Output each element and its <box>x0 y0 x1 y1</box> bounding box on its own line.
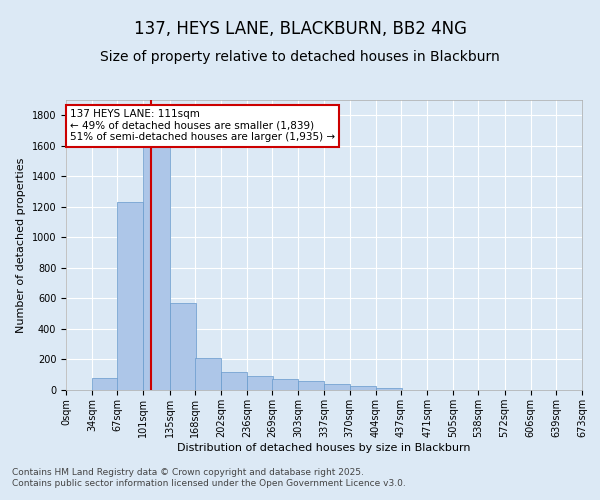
Bar <box>143 130 170 390</box>
Bar <box>195 358 221 390</box>
X-axis label: Distribution of detached houses by size in Blackburn: Distribution of detached houses by size … <box>177 442 471 452</box>
Bar <box>325 384 350 390</box>
Text: Size of property relative to detached houses in Blackburn: Size of property relative to detached ho… <box>100 50 500 64</box>
Bar <box>170 303 196 390</box>
Y-axis label: Number of detached properties: Number of detached properties <box>16 158 26 332</box>
Bar <box>376 388 402 390</box>
Text: 137, HEYS LANE, BLACKBURN, BB2 4NG: 137, HEYS LANE, BLACKBURN, BB2 4NG <box>133 20 467 38</box>
Bar <box>272 378 298 390</box>
Text: Contains HM Land Registry data © Crown copyright and database right 2025.
Contai: Contains HM Land Registry data © Crown c… <box>12 468 406 487</box>
Bar <box>118 202 143 390</box>
Bar <box>350 386 376 390</box>
Bar <box>247 376 273 390</box>
Bar <box>221 372 247 390</box>
Bar <box>298 381 325 390</box>
Text: 137 HEYS LANE: 111sqm
← 49% of detached houses are smaller (1,839)
51% of semi-d: 137 HEYS LANE: 111sqm ← 49% of detached … <box>70 109 335 142</box>
Bar <box>92 378 118 390</box>
